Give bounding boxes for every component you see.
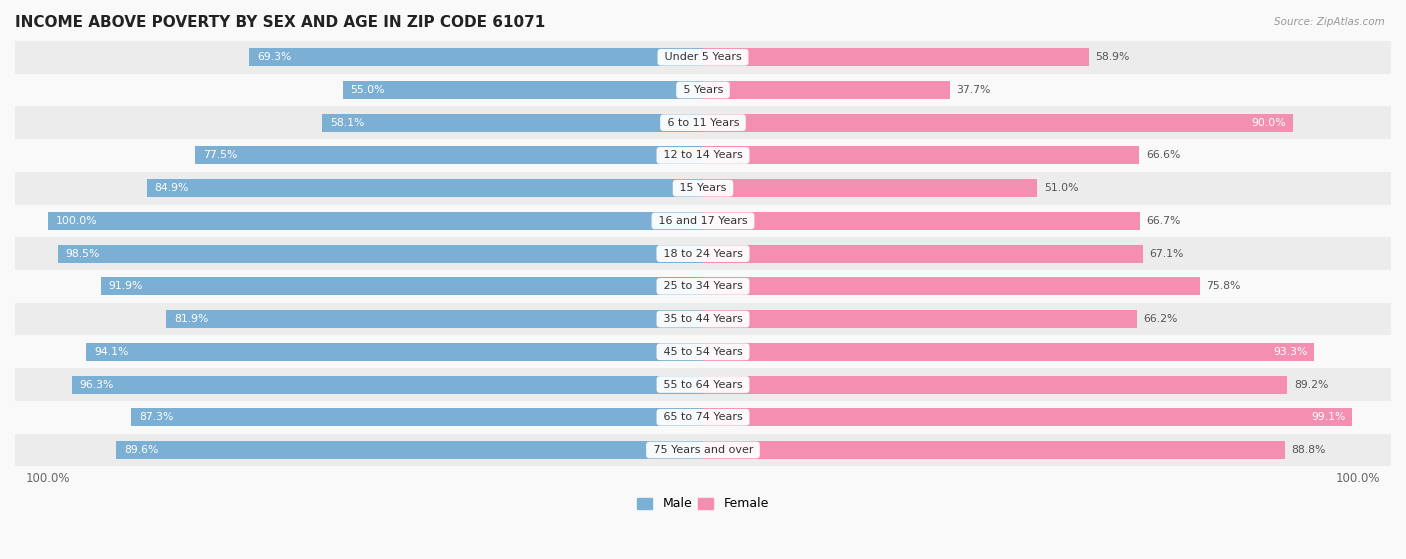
Text: 55 to 64 Years: 55 to 64 Years [659,380,747,390]
Bar [703,113,1292,132]
Bar [101,277,703,295]
Text: 6 to 11 Years: 6 to 11 Years [664,118,742,127]
Legend: Male, Female: Male, Female [633,492,773,515]
Text: 35 to 44 Years: 35 to 44 Years [659,314,747,324]
Bar [15,106,1391,139]
Text: 94.1%: 94.1% [94,347,129,357]
Text: 67.1%: 67.1% [1149,249,1184,259]
Bar [72,376,703,394]
Text: 58.9%: 58.9% [1095,52,1130,62]
Bar [115,441,703,459]
Text: 45 to 54 Years: 45 to 54 Years [659,347,747,357]
Bar [703,343,1315,361]
Text: Source: ZipAtlas.com: Source: ZipAtlas.com [1274,17,1385,27]
Bar [48,212,703,230]
Text: 91.9%: 91.9% [108,281,143,291]
Text: 75.8%: 75.8% [1206,281,1240,291]
Text: 18 to 24 Years: 18 to 24 Years [659,249,747,259]
Text: 25 to 34 Years: 25 to 34 Years [659,281,747,291]
Bar [15,270,1391,303]
Text: 37.7%: 37.7% [956,85,991,95]
Text: 75 Years and over: 75 Years and over [650,445,756,455]
Text: 99.1%: 99.1% [1312,412,1346,422]
Bar [15,41,1391,74]
Bar [703,48,1088,67]
Text: 65 to 74 Years: 65 to 74 Years [659,412,747,422]
Bar [703,146,1139,164]
Bar [703,408,1353,427]
Text: 88.8%: 88.8% [1291,445,1326,455]
Bar [703,212,1140,230]
Text: 51.0%: 51.0% [1043,183,1078,193]
Text: 84.9%: 84.9% [155,183,188,193]
Text: 16 and 17 Years: 16 and 17 Years [655,216,751,226]
Bar [166,310,703,328]
Bar [58,245,703,263]
Text: 69.3%: 69.3% [257,52,291,62]
Text: 100.0%: 100.0% [56,216,97,226]
Text: 96.3%: 96.3% [80,380,114,390]
Bar [15,303,1391,335]
Text: 77.5%: 77.5% [202,150,238,160]
Bar [15,368,1391,401]
Bar [703,376,1288,394]
Bar [322,113,703,132]
Bar [15,401,1391,434]
Bar [703,441,1285,459]
Text: 66.6%: 66.6% [1146,150,1180,160]
Text: 87.3%: 87.3% [139,412,173,422]
Bar [86,343,703,361]
Bar [249,48,703,67]
Text: 89.6%: 89.6% [124,445,157,455]
Bar [146,179,703,197]
Bar [15,335,1391,368]
Text: Under 5 Years: Under 5 Years [661,52,745,62]
Bar [703,179,1038,197]
Bar [703,245,1143,263]
Text: 66.7%: 66.7% [1147,216,1181,226]
Text: INCOME ABOVE POVERTY BY SEX AND AGE IN ZIP CODE 61071: INCOME ABOVE POVERTY BY SEX AND AGE IN Z… [15,15,546,30]
Bar [15,205,1391,237]
Text: 81.9%: 81.9% [174,314,208,324]
Text: 15 Years: 15 Years [676,183,730,193]
Bar [343,81,703,99]
Text: 93.3%: 93.3% [1274,347,1308,357]
Text: 12 to 14 Years: 12 to 14 Years [659,150,747,160]
Bar [15,74,1391,106]
Text: 66.2%: 66.2% [1143,314,1178,324]
Text: 55.0%: 55.0% [350,85,385,95]
Bar [15,139,1391,172]
Bar [703,277,1199,295]
Bar [15,237,1391,270]
Text: 89.2%: 89.2% [1294,380,1329,390]
Bar [15,172,1391,205]
Bar [703,310,1137,328]
Bar [703,81,950,99]
Text: 58.1%: 58.1% [330,118,364,127]
Bar [131,408,703,427]
Text: 98.5%: 98.5% [66,249,100,259]
Bar [195,146,703,164]
Text: 5 Years: 5 Years [679,85,727,95]
Text: 90.0%: 90.0% [1251,118,1286,127]
Bar [15,434,1391,466]
